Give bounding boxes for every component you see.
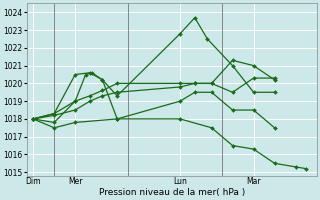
X-axis label: Pression niveau de la mer( hPa ): Pression niveau de la mer( hPa )	[99, 188, 245, 197]
